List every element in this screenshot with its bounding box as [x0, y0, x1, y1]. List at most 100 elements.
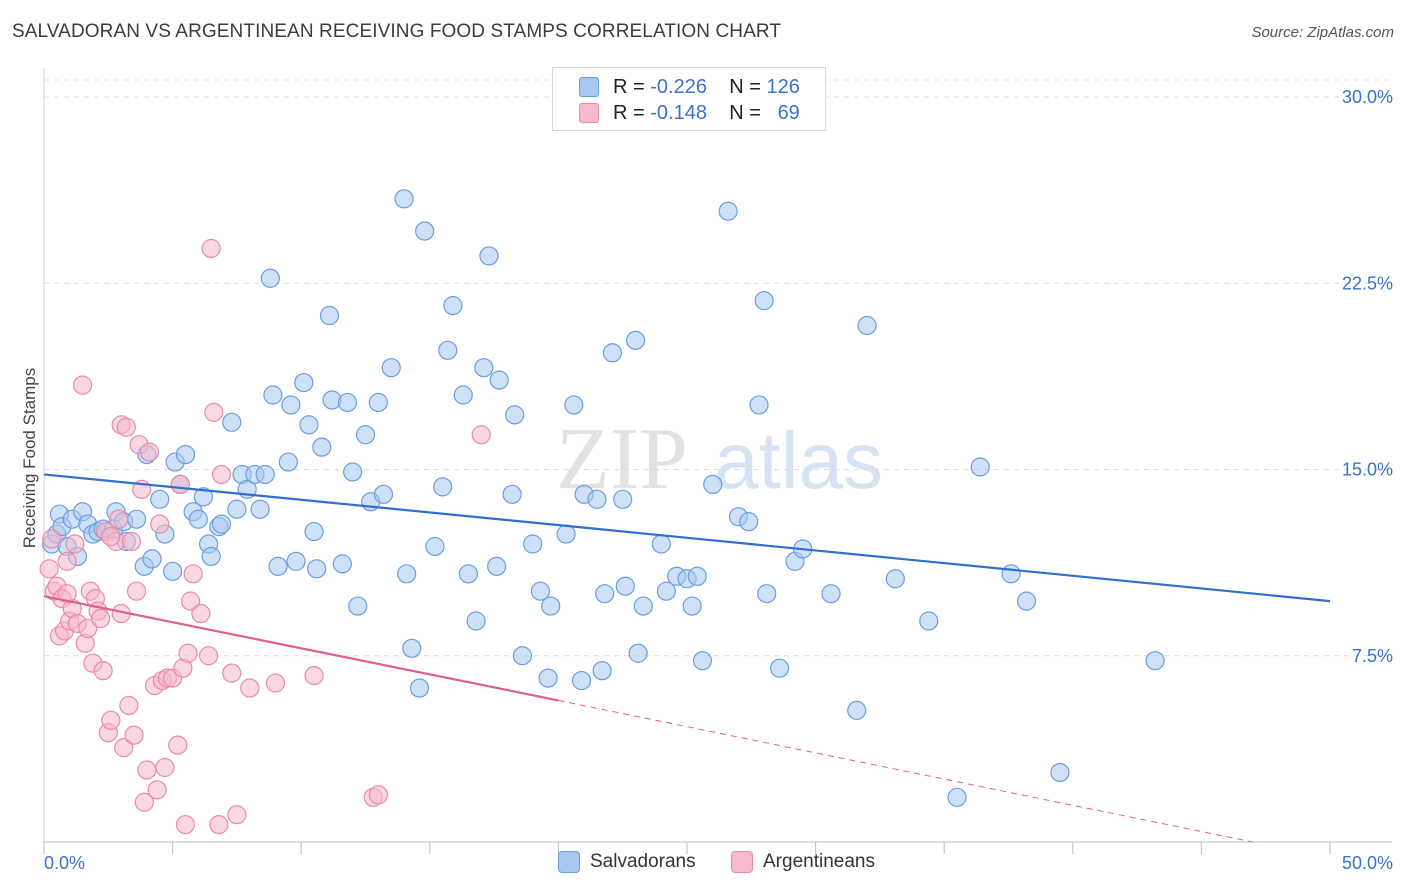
- argentinean-point: [139, 442, 160, 462]
- salvadoran-point: [368, 392, 388, 413]
- salvadoran-points: [42, 189, 1165, 807]
- salvadoran-point: [530, 581, 550, 601]
- salvadoran-point: [163, 561, 183, 581]
- axes: [43, 68, 1392, 854]
- salvadoran-point: [142, 549, 162, 569]
- salvadoran-point: [592, 661, 612, 681]
- argentinean-point: [201, 238, 221, 259]
- salvadoran-point: [201, 546, 221, 567]
- salvadoran-point: [222, 412, 242, 432]
- argentinean-point: [147, 780, 167, 800]
- y-tick-label: 7.5%: [1352, 646, 1393, 666]
- x-tick-label: 0.0%: [44, 853, 85, 873]
- argentinean-trend-extension: [558, 699, 1253, 843]
- argentinean-point: [222, 663, 242, 683]
- salvadoran-point: [255, 464, 275, 485]
- trend-lines: [43, 473, 1331, 843]
- salvadoran-point: [505, 405, 525, 425]
- salvadoran-point: [355, 425, 376, 445]
- x-tick-labels: 0.0% 50.0%: [44, 853, 1393, 873]
- argentinean-point: [90, 608, 111, 629]
- salvadoran-point: [556, 524, 576, 544]
- argentinean-point: [304, 666, 324, 686]
- argentinean-point: [168, 735, 188, 755]
- salvadoran-point: [512, 646, 532, 666]
- argentinean-point: [191, 603, 211, 624]
- argentinean-point: [155, 757, 175, 778]
- salvadoran-point: [193, 487, 214, 507]
- argentinean-point: [175, 815, 196, 835]
- salvadoran-point: [857, 315, 877, 336]
- salvadoran-point: [150, 489, 170, 509]
- chart-title: SALVADORAN VS ARGENTINEAN RECEIVING FOOD…: [12, 21, 782, 42]
- salvadoran-point: [312, 437, 332, 457]
- argentinean-point: [119, 695, 139, 716]
- bottom-legend-label-salvadorans: Salvadorans: [590, 851, 696, 872]
- salvadoran-point: [754, 291, 774, 311]
- legend-n-label: N =: [729, 75, 761, 98]
- argentinean-point: [178, 643, 198, 663]
- legend-n-value: 126: [766, 75, 800, 98]
- argentinean-point: [137, 760, 157, 780]
- legend-row-salvadorans: R = -0.226 N = 126: [579, 74, 800, 100]
- bottom-legend-swatch-argentineans: [731, 851, 753, 873]
- salvadoran-point: [769, 658, 790, 678]
- salvadoran-point: [687, 566, 707, 586]
- salvadoran-point: [1001, 564, 1021, 584]
- salvadoran-point: [625, 330, 646, 350]
- legend-r-label: R =: [613, 101, 645, 124]
- salvadoran-point: [523, 534, 543, 554]
- argentinean-point: [108, 509, 129, 529]
- salvadoran-point: [227, 499, 247, 519]
- legend-row-argentineans: R = -0.148 N = 69: [579, 100, 800, 126]
- salvadoran-point: [438, 340, 458, 360]
- argentinean-point: [57, 584, 77, 604]
- legend-r-value: -0.226: [650, 75, 707, 98]
- y-tick-label: 30.0%: [1342, 87, 1393, 107]
- salvadoran-point: [307, 559, 327, 579]
- salvadoran-point: [433, 477, 453, 497]
- argentinean-point: [368, 785, 388, 805]
- salvadoran-point: [885, 569, 905, 589]
- salvadoran-point: [278, 452, 298, 472]
- salvadoran-point: [718, 201, 738, 221]
- salvadoran-point: [651, 534, 671, 554]
- salvadoran-point: [703, 474, 723, 494]
- argentinean-point: [39, 559, 59, 579]
- argentinean-point: [240, 678, 260, 698]
- argentinean-point: [211, 464, 232, 485]
- salvadoran-point: [656, 581, 677, 601]
- salvadoran-point: [502, 484, 522, 504]
- salvadoran-point: [319, 305, 340, 326]
- bottom-legend-label-argentineans: Argentineans: [763, 851, 875, 872]
- argentinean-point: [114, 738, 134, 758]
- argentinean-point: [121, 531, 142, 552]
- argentinean-point: [471, 425, 491, 445]
- salvadoran-point: [1050, 762, 1070, 783]
- salvadoran-point: [175, 445, 196, 465]
- salvadoran-point: [633, 596, 653, 616]
- argentinean-point: [209, 815, 229, 835]
- legend-swatch-salvadorans: [579, 77, 599, 97]
- argentinean-point: [170, 474, 190, 494]
- y-tick-labels: 7.5% 15.0% 22.5% 30.0%: [1342, 87, 1393, 666]
- salvadoran-point: [425, 536, 445, 557]
- argentinean-point: [116, 417, 136, 437]
- salvadoran-point: [453, 385, 473, 405]
- watermark-atlas: atlas: [714, 416, 883, 505]
- salvadoran-point: [332, 554, 352, 574]
- argentinean-point: [150, 514, 170, 534]
- salvadoran-point: [415, 221, 435, 241]
- argentinean-point: [134, 792, 154, 812]
- salvadoran-point: [126, 509, 147, 529]
- argentinean-points: [39, 238, 491, 835]
- salvadoran-point: [299, 415, 319, 435]
- salvadoran-point: [749, 395, 769, 415]
- salvadoran-point: [268, 556, 288, 576]
- y-tick-label: 22.5%: [1342, 273, 1393, 293]
- salvadoran-point: [263, 385, 283, 405]
- argentinean-point: [42, 529, 62, 549]
- salvadoran-point: [757, 584, 777, 604]
- salvadoran-point: [286, 551, 306, 571]
